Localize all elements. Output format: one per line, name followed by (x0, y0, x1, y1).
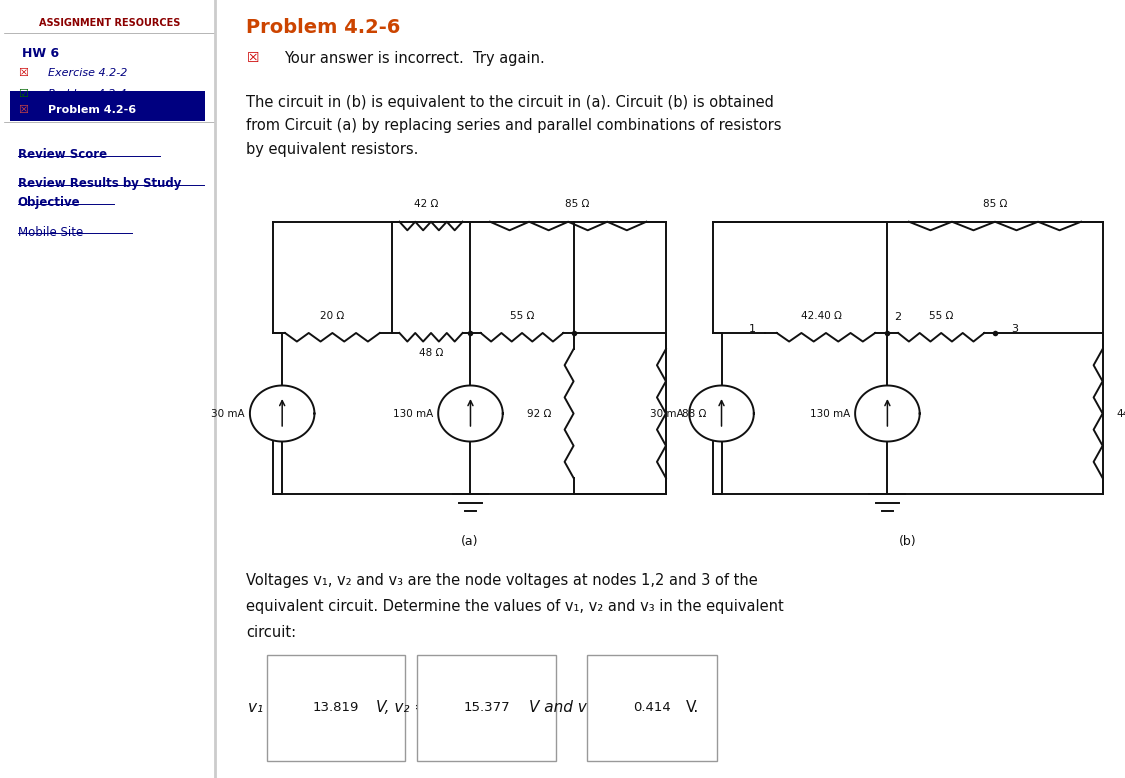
Text: 55 Ω: 55 Ω (510, 310, 534, 321)
Text: Exercise 4.2-2: Exercise 4.2-2 (48, 68, 127, 79)
Text: The circuit in (b) is equivalent to the circuit in (a). Circuit (b) is obtained: The circuit in (b) is equivalent to the … (246, 95, 774, 110)
Text: 3: 3 (1011, 324, 1018, 334)
Text: Your answer is incorrect.  Try again.: Your answer is incorrect. Try again. (284, 51, 544, 65)
Text: (a): (a) (461, 535, 478, 548)
Text: Problem 4.2-4: Problem 4.2-4 (48, 89, 127, 100)
Text: 15.377: 15.377 (464, 702, 510, 714)
Text: equivalent circuit. Determine the values of v₁, v₂ and v₃ in the equivalent: equivalent circuit. Determine the values… (246, 599, 784, 614)
Text: 55 Ω: 55 Ω (929, 310, 953, 321)
Text: 85 Ω: 85 Ω (983, 199, 1007, 209)
Text: ☑: ☑ (18, 89, 27, 100)
Text: 20 Ω: 20 Ω (321, 310, 344, 321)
Text: 30 mA: 30 mA (650, 408, 684, 419)
Text: Review Score: Review Score (18, 148, 107, 161)
Text: 130 mA: 130 mA (394, 408, 434, 419)
Text: 30 mA: 30 mA (210, 408, 244, 419)
Text: 0.414: 0.414 (632, 702, 670, 714)
Text: Mobile Site: Mobile Site (18, 226, 83, 239)
Text: from Circuit (a) by replacing series and parallel combinations of resistors: from Circuit (a) by replacing series and… (246, 118, 782, 133)
Text: ☒: ☒ (18, 68, 27, 79)
Text: circuit:: circuit: (246, 625, 296, 640)
Text: 130 mA: 130 mA (810, 408, 850, 419)
Text: 88 Ω: 88 Ω (682, 408, 706, 419)
Text: ☒: ☒ (304, 678, 314, 688)
Text: V.: V. (685, 700, 699, 716)
FancyBboxPatch shape (10, 91, 205, 121)
Text: Review Results by Study: Review Results by Study (18, 177, 181, 191)
Text: ☒: ☒ (627, 678, 637, 688)
Text: (b): (b) (899, 535, 917, 548)
Text: ASSIGNMENT RESOURCES: ASSIGNMENT RESOURCES (39, 18, 180, 28)
Text: 42 Ω: 42 Ω (414, 199, 439, 209)
Text: 42.40 Ω: 42.40 Ω (801, 310, 842, 321)
Text: Problem 4.2-6: Problem 4.2-6 (48, 105, 136, 115)
Text: Voltages v₁, v₂ and v₃ are the node voltages at nodes 1,2 and 3 of the: Voltages v₁, v₂ and v₃ are the node volt… (246, 573, 758, 588)
Text: Objective: Objective (18, 196, 80, 209)
Text: Problem 4.2-6: Problem 4.2-6 (246, 18, 400, 37)
Text: ☒: ☒ (455, 678, 465, 688)
Text: by equivalent resistors.: by equivalent resistors. (246, 142, 418, 156)
Text: V and v₃ =: V and v₃ = (529, 700, 610, 716)
Text: ☒: ☒ (18, 105, 27, 115)
Text: 48 Ω: 48 Ω (418, 348, 443, 358)
Text: 92 Ω: 92 Ω (526, 408, 551, 419)
Text: 2: 2 (894, 313, 902, 322)
Text: HW 6: HW 6 (22, 47, 60, 60)
Text: 85 Ω: 85 Ω (565, 199, 590, 209)
Text: 13.819: 13.819 (313, 702, 359, 714)
Text: 44.98Ω: 44.98Ω (1117, 408, 1125, 419)
Text: 1: 1 (748, 324, 756, 334)
Text: V, v₂ =: V, v₂ = (377, 700, 428, 716)
Text: v₁ =: v₁ = (249, 700, 281, 716)
Text: ☒: ☒ (246, 51, 259, 65)
